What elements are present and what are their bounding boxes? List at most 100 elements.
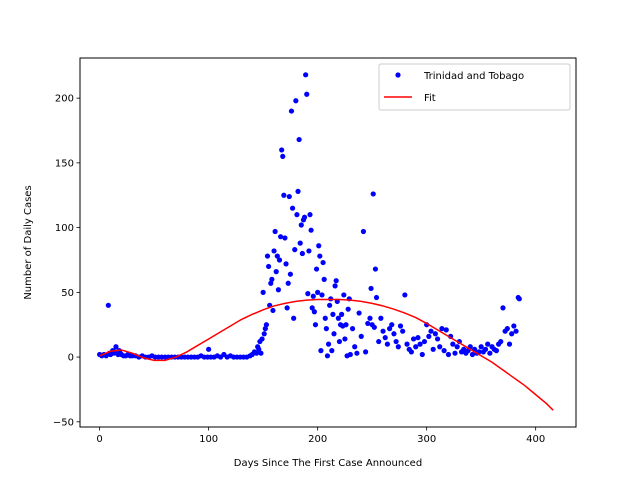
data-point bbox=[487, 350, 493, 356]
data-point bbox=[273, 269, 279, 275]
x-tick-label: 100 bbox=[199, 434, 218, 445]
data-point bbox=[386, 326, 393, 332]
data-point bbox=[413, 344, 419, 350]
data-point bbox=[303, 72, 309, 78]
data-point bbox=[288, 108, 295, 114]
data-point bbox=[506, 341, 513, 347]
x-axis-label: Days Since The First Case Announced bbox=[234, 458, 422, 469]
data-point bbox=[298, 222, 304, 228]
data-point bbox=[511, 323, 517, 329]
data-point bbox=[402, 292, 408, 298]
x-tick-label: 400 bbox=[526, 434, 545, 445]
data-point bbox=[395, 344, 401, 350]
data-point bbox=[281, 192, 287, 198]
data-point bbox=[504, 326, 510, 332]
data-point bbox=[301, 214, 308, 220]
data-point bbox=[452, 350, 458, 356]
data-point bbox=[336, 338, 343, 345]
data-point bbox=[393, 338, 399, 345]
data-point bbox=[283, 261, 289, 267]
data-point bbox=[272, 228, 278, 235]
data-point bbox=[318, 348, 324, 354]
data-point bbox=[469, 351, 476, 358]
data-point bbox=[365, 320, 371, 327]
data-point bbox=[367, 315, 373, 321]
data-point bbox=[285, 280, 291, 286]
data-point bbox=[513, 328, 519, 334]
data-point bbox=[342, 336, 348, 342]
data-point bbox=[260, 289, 266, 295]
data-point bbox=[294, 212, 300, 218]
data-point bbox=[345, 306, 351, 312]
data-point bbox=[389, 322, 395, 328]
data-point bbox=[432, 331, 438, 337]
data-point bbox=[313, 266, 320, 272]
data-point bbox=[370, 191, 376, 197]
data-point bbox=[324, 353, 331, 359]
data-point bbox=[293, 98, 299, 104]
legend-label-trinidad-and-tobago: Trinidad and Tobago bbox=[423, 71, 524, 82]
data-point bbox=[352, 344, 358, 350]
y-tick-label: 50 bbox=[61, 288, 74, 299]
data-point bbox=[341, 292, 347, 298]
data-point bbox=[258, 350, 264, 356]
y-tick-label: 0 bbox=[68, 353, 74, 364]
data-point bbox=[384, 341, 391, 347]
data-point bbox=[261, 331, 267, 337]
data-point bbox=[113, 344, 119, 350]
data-point bbox=[335, 315, 341, 321]
data-point bbox=[311, 309, 317, 315]
data-point bbox=[280, 153, 286, 159]
data-point bbox=[372, 266, 379, 272]
data-point bbox=[284, 305, 290, 311]
data-point bbox=[360, 228, 367, 235]
data-point bbox=[421, 338, 428, 345]
y-tick-label: 100 bbox=[55, 223, 74, 234]
data-point bbox=[378, 315, 384, 321]
data-point bbox=[289, 205, 296, 211]
data-point bbox=[400, 328, 406, 334]
data-point bbox=[410, 336, 417, 342]
data-point bbox=[323, 326, 329, 332]
data-point bbox=[349, 326, 356, 332]
data-point bbox=[206, 346, 212, 352]
data-point bbox=[270, 307, 276, 314]
data-point bbox=[282, 235, 288, 241]
data-point bbox=[259, 336, 265, 342]
data-point bbox=[308, 227, 314, 233]
data-point bbox=[317, 253, 323, 259]
data-point bbox=[391, 331, 397, 337]
data-point bbox=[319, 292, 325, 298]
x-axis: 0 100 200 300 400 bbox=[96, 427, 545, 445]
data-point bbox=[306, 248, 312, 254]
data-point bbox=[478, 344, 484, 350]
data-point bbox=[286, 193, 292, 200]
fit-line bbox=[99, 298, 554, 411]
data-point bbox=[275, 287, 281, 293]
data-point bbox=[426, 333, 432, 339]
y-tick-label: 200 bbox=[55, 94, 74, 105]
data-point bbox=[509, 331, 515, 337]
data-point bbox=[493, 348, 500, 354]
data-point bbox=[264, 253, 271, 259]
data-point bbox=[376, 338, 382, 345]
data-point bbox=[256, 346, 262, 352]
y-axis: −50 0 50 100 150 200 bbox=[53, 94, 80, 428]
data-point bbox=[363, 349, 369, 355]
legend-label-fit: Fit bbox=[424, 93, 436, 104]
data-point bbox=[371, 324, 377, 330]
data-point bbox=[309, 305, 315, 311]
data-point bbox=[304, 91, 310, 97]
data-point bbox=[454, 344, 460, 350]
data-point bbox=[271, 248, 277, 254]
data-point bbox=[287, 271, 293, 277]
data-point bbox=[443, 327, 449, 333]
x-tick-label: 0 bbox=[96, 434, 102, 445]
data-point bbox=[269, 276, 275, 282]
y-tick-label: −50 bbox=[53, 417, 74, 428]
data-point bbox=[331, 331, 337, 337]
data-point bbox=[415, 335, 421, 341]
data-point bbox=[265, 263, 272, 270]
data-point bbox=[358, 333, 364, 339]
